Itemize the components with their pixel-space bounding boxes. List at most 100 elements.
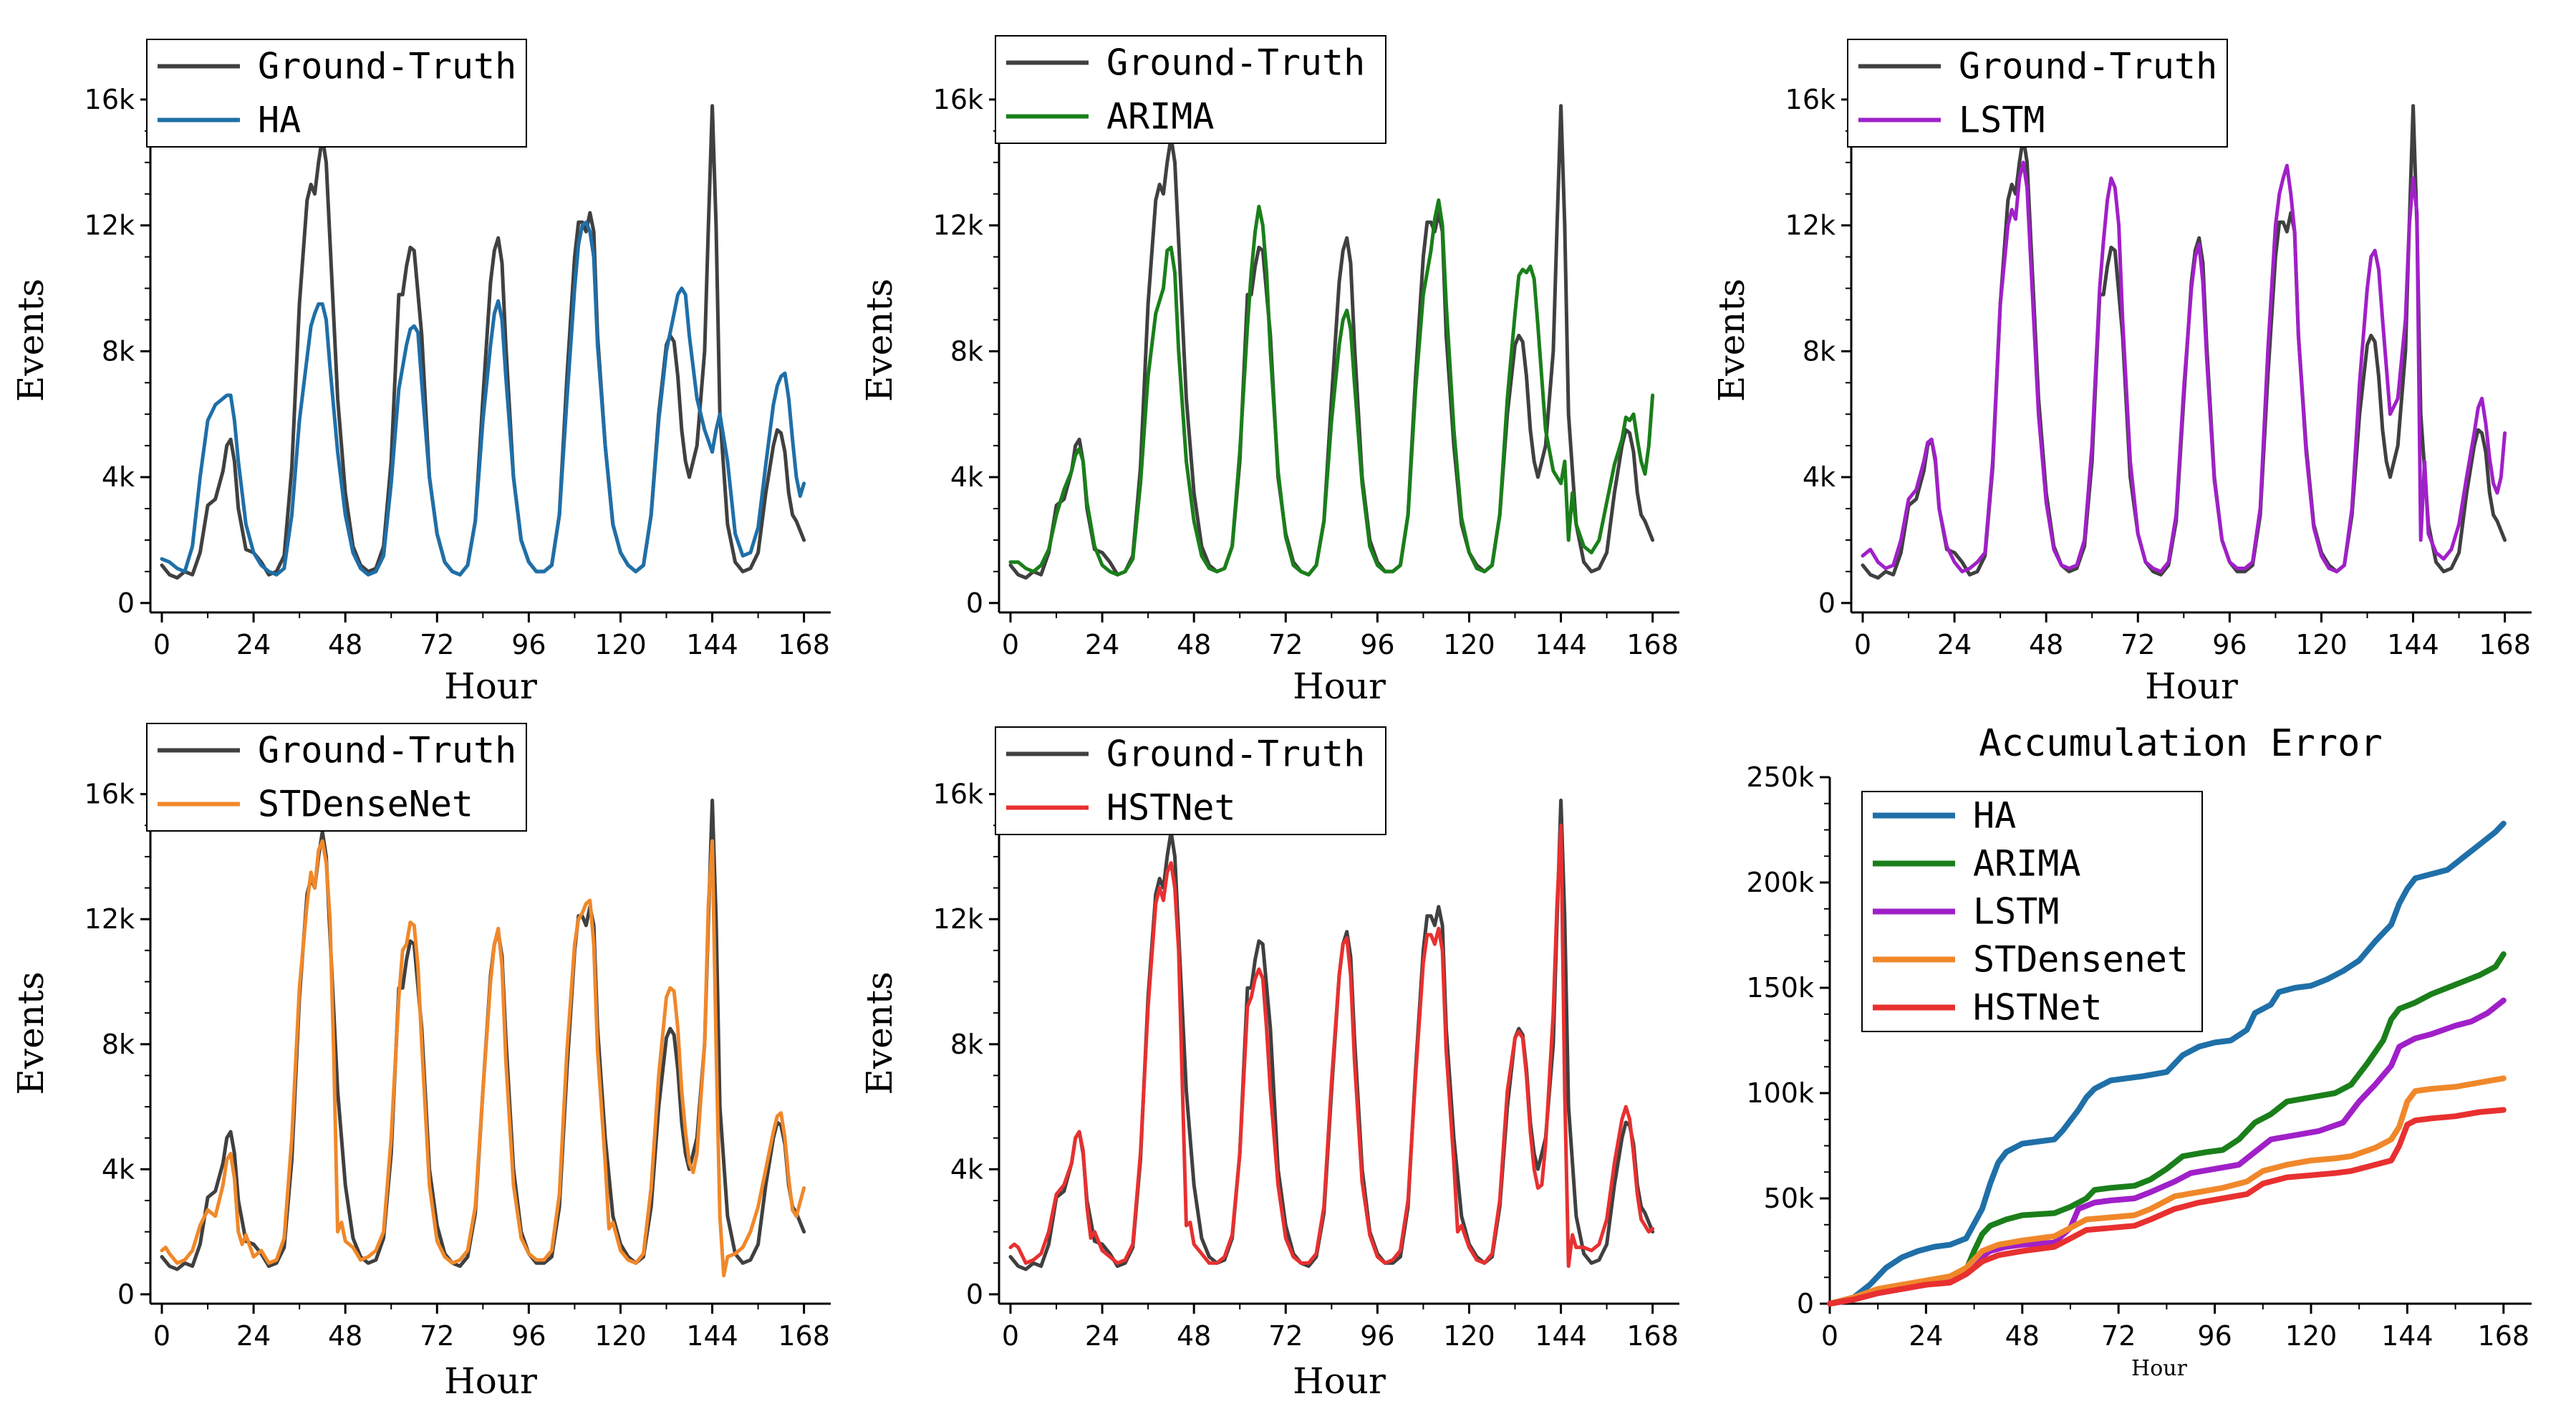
x-tick-label: 96 xyxy=(511,1320,546,1352)
panel-stdensenet: 0 24 48 72 96 120 144 168 0 4k 8k 12k 16k Hour Events G… xyxy=(10,723,831,1402)
y-tick-label: 12k xyxy=(1785,210,1835,241)
legend-label: STDensenet xyxy=(1973,939,2189,981)
y-tick-label: 4k xyxy=(102,461,135,493)
x-tick-label: 0 xyxy=(1002,629,1019,660)
y-tick-label: 4k xyxy=(950,1153,983,1185)
x-tick-label: 24 xyxy=(1937,629,1972,660)
x-tick-label: 168 xyxy=(1626,1320,1679,1352)
x-axis-label: Hour xyxy=(1293,665,1386,707)
x-tick-label: 48 xyxy=(328,629,362,660)
legend-box xyxy=(995,35,1386,144)
legend-box xyxy=(146,39,527,148)
series-line-hstnet xyxy=(1827,1107,2507,1307)
x-tick-label: 24 xyxy=(1909,1320,1943,1352)
x-tick-label: 48 xyxy=(2005,1320,2040,1352)
legend-label: HSTNet xyxy=(1106,787,1236,829)
x-tick-label: 168 xyxy=(778,629,830,660)
y-tick-label: 16k xyxy=(933,84,983,115)
legend-box xyxy=(995,726,1386,835)
x-tick-label: 168 xyxy=(2478,1320,2530,1352)
y-tick-label: 250k xyxy=(1746,761,1814,793)
y-tick-label: 16k xyxy=(85,779,135,810)
x-tick-label: 72 xyxy=(1268,1320,1303,1352)
x-tick-label: 144 xyxy=(686,1320,738,1352)
series-line-ground-truth xyxy=(1008,798,1655,1271)
panel-lstm: 0 24 48 72 96 120 144 168 0 4k 8k 12k 16k Hour Events G… xyxy=(1711,39,2532,707)
series-line-arima xyxy=(1008,198,1655,577)
y-tick-label: 100k xyxy=(1746,1077,1814,1109)
y-tick-label: 8k xyxy=(950,1029,983,1060)
x-tick-label: 144 xyxy=(2381,1320,2433,1352)
x-tick-label: 0 xyxy=(1821,1320,1838,1352)
x-tick-label: 96 xyxy=(2197,1320,2232,1352)
x-tick-label: 72 xyxy=(2101,1320,2136,1352)
legend: HA ARIMA LSTM STDensenet HSTNet xyxy=(1861,791,2203,1032)
y-tick-label: 150k xyxy=(1746,972,1814,1004)
x-tick-label: 0 xyxy=(153,629,170,660)
x-tick-label: 72 xyxy=(420,629,454,660)
y-tick-label: 4k xyxy=(102,1153,135,1185)
x-tick-label: 24 xyxy=(236,1320,271,1352)
panel-ha: 0 24 48 72 96 120 144 168 0 4k 8k 12k 16k Hour Events G… xyxy=(10,39,831,707)
legend-label: ARIMA xyxy=(1106,96,1215,138)
series-line-hstnet xyxy=(1008,823,1655,1269)
series-line-ground-truth xyxy=(1008,104,1655,580)
x-tick-label: 48 xyxy=(1177,629,1211,660)
y-tick-label: 12k xyxy=(85,903,135,935)
y-tick-label: 16k xyxy=(85,84,135,115)
y-tick-label: 12k xyxy=(933,903,983,935)
panel-accumulation-error: 0 24 48 72 96 120 144 168 0 50k 100k 150k 200k 250k Ho… xyxy=(1746,722,2532,1381)
legend: Ground-Truth HA xyxy=(146,39,527,148)
legend-label: Ground-Truth xyxy=(258,730,516,771)
series-line-stdensenet xyxy=(1827,1075,2507,1307)
y-tick-label: 12k xyxy=(85,210,135,241)
y-tick-label: 12k xyxy=(933,210,983,241)
x-tick-label: 24 xyxy=(1085,1320,1119,1352)
x-tick-label: 96 xyxy=(1360,1320,1394,1352)
x-tick-label: 72 xyxy=(1268,629,1303,660)
y-tick-label: 0 xyxy=(117,587,135,619)
y-tick-label: 0 xyxy=(1818,587,1835,619)
series-line-ground-truth xyxy=(160,798,806,1271)
series-line-ha xyxy=(160,220,806,577)
y-axis-label: Events xyxy=(859,279,900,402)
x-tick-label: 96 xyxy=(511,629,546,660)
y-axis-label: Events xyxy=(10,971,52,1095)
series-line-ground-truth xyxy=(160,104,806,580)
x-tick-label: 96 xyxy=(1360,629,1394,660)
legend: Ground-Truth STDenseNet xyxy=(146,723,527,832)
panel-arima: 0 24 48 72 96 120 144 168 0 4k 8k 12k 16k Hour Events G… xyxy=(859,35,1679,707)
panel-hstnet: 0 24 48 72 96 120 144 168 0 4k 8k 12k 16k Hour Events G… xyxy=(859,726,1679,1402)
x-tick-label: 168 xyxy=(2479,629,2531,660)
series-line-lstm xyxy=(1861,160,2507,574)
x-tick-label: 72 xyxy=(420,1320,454,1352)
y-axis-label: Events xyxy=(1711,279,1752,402)
x-tick-label: 120 xyxy=(1443,1320,1495,1352)
series-line-lstm xyxy=(1827,997,2507,1307)
x-tick-label: 96 xyxy=(2212,629,2247,660)
legend-label: Ground-Truth xyxy=(258,46,516,87)
legend: Ground-Truth HSTNet xyxy=(995,726,1386,835)
x-tick-label: 144 xyxy=(1535,629,1587,660)
x-tick-label: 144 xyxy=(1535,1320,1587,1352)
x-axis-label: Hour xyxy=(444,1360,537,1402)
x-tick-label: 120 xyxy=(594,1320,647,1352)
y-tick-label: 0 xyxy=(1797,1288,1814,1319)
y-tick-label: 4k xyxy=(1803,461,1835,493)
series-line-ha xyxy=(1827,820,2507,1307)
x-tick-label: 48 xyxy=(328,1320,362,1352)
x-tick-label: 168 xyxy=(1626,629,1679,660)
x-tick-label: 0 xyxy=(1854,629,1871,660)
x-axis-label: Hour xyxy=(2131,1356,2188,1381)
x-tick-label: 168 xyxy=(778,1320,830,1352)
y-axis-label: Events xyxy=(10,279,52,402)
x-tick-label: 72 xyxy=(2121,629,2155,660)
x-tick-label: 48 xyxy=(1177,1320,1211,1352)
y-tick-label: 200k xyxy=(1746,867,1814,898)
x-tick-label: 24 xyxy=(1085,629,1119,660)
x-tick-label: 120 xyxy=(1443,629,1495,660)
x-tick-label: 120 xyxy=(2295,629,2348,660)
legend-label: LSTM xyxy=(1959,100,2045,141)
legend-label: HSTNet xyxy=(1973,987,2103,1029)
y-tick-label: 16k xyxy=(933,779,983,810)
